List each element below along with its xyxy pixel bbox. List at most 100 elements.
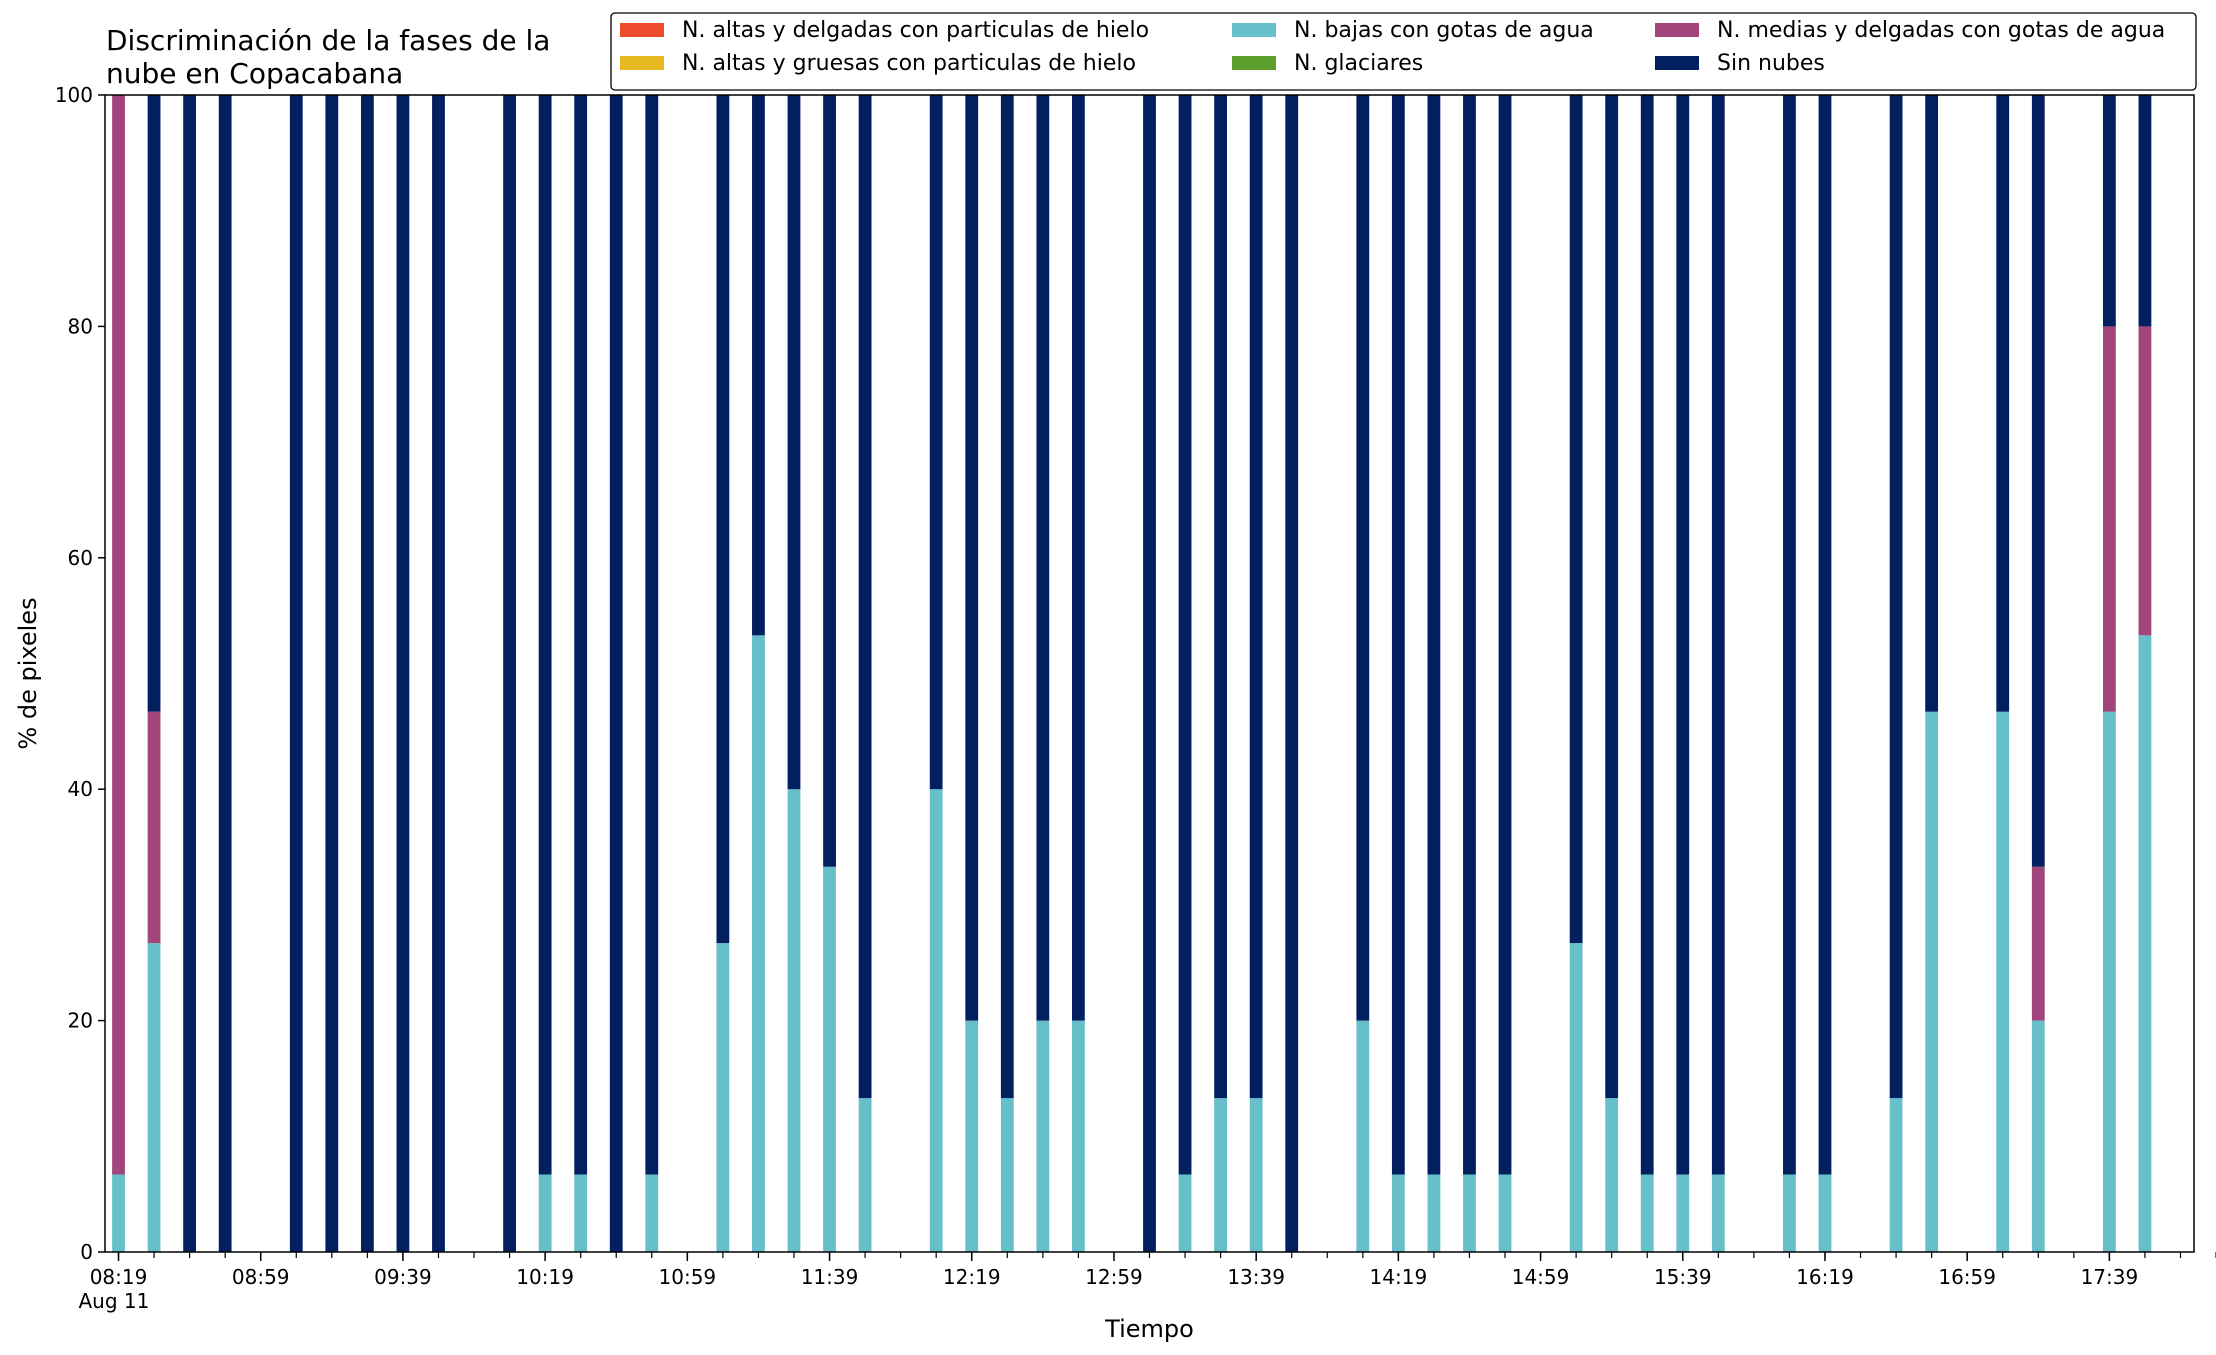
x-axis-label: Tiempo	[1104, 1315, 1194, 1343]
bar-segment-10-5	[538, 95, 552, 1175]
x-tick-label: 11:39	[801, 1265, 859, 1289]
y-tick-label: 0	[80, 1240, 93, 1264]
bars	[112, 95, 2152, 1252]
bar-segment-17-5	[823, 95, 836, 867]
y-tick-label: 20	[68, 1009, 93, 1033]
bar-segment-20-5	[965, 95, 979, 1021]
bar-segment-1-4	[147, 711, 161, 944]
chart-title-line-2: nube en Copacabana	[106, 57, 403, 90]
legend-swatch	[620, 56, 664, 70]
bar-segment-9-5	[503, 95, 516, 1252]
legend-swatch	[1655, 23, 1699, 37]
y-tick-label: 100	[55, 83, 93, 107]
bar-segment-6-5	[360, 95, 374, 1252]
bar-segment-30-2	[1391, 1174, 1405, 1252]
bar-segment-34-2	[1569, 943, 1583, 1252]
x-tick-label: 10:19	[516, 1265, 574, 1289]
x-tick-label: 14:19	[1370, 1265, 1428, 1289]
bar-segment-32-2	[1463, 1174, 1476, 1252]
bar-segment-44-5	[2031, 95, 2045, 867]
bar-segment-35-5	[1605, 95, 1619, 1099]
x-tick-label: 15:39	[1654, 1265, 1712, 1289]
bar-segment-40-2	[1818, 1174, 1832, 1252]
bar-segment-31-5	[1427, 95, 1441, 1175]
bar-segment-1-2	[147, 943, 161, 1252]
legend-box	[610, 12, 2197, 91]
bar-segment-7-5	[396, 95, 410, 1252]
x-tick-label: 08:59	[232, 1265, 290, 1289]
bar-segment-1-5	[147, 95, 161, 712]
bar-segment-46-5	[2138, 95, 2152, 327]
bar-segment-11-5	[574, 95, 588, 1175]
bar-segment-13-2	[645, 1174, 659, 1252]
bar-segment-41-5	[1889, 95, 1903, 1099]
bar-segment-29-5	[1356, 95, 1370, 1021]
bar-segment-46-4	[2138, 326, 2152, 636]
legend-label: N. medias y delgadas con gotas de agua	[1717, 18, 2165, 43]
bar-segment-0-2	[112, 1174, 125, 1252]
bar-segment-16-2	[787, 789, 801, 1252]
bar-segment-10-2	[538, 1174, 552, 1252]
bar-segment-38-5	[1711, 95, 1725, 1175]
x-tick-label: 16:19	[1796, 1265, 1854, 1289]
x-tick-label: 17:39	[2081, 1265, 2139, 1289]
bar-segment-43-5	[1996, 95, 2010, 712]
bar-segment-39-5	[1783, 95, 1796, 1175]
bar-segment-14-2	[716, 943, 730, 1252]
legend-label: N. altas y gruesas con particulas de hie…	[682, 51, 1136, 76]
bar-segment-34-5	[1569, 95, 1583, 944]
bar-segment-26-5	[1214, 95, 1227, 1099]
bar-segment-24-5	[1143, 95, 1156, 1252]
x-tick-label: 09:39	[374, 1265, 432, 1289]
bar-segment-15-5	[752, 95, 765, 636]
bar-segment-27-2	[1249, 1098, 1263, 1252]
bar-segment-36-5	[1640, 95, 1654, 1175]
y-tick-label: 60	[68, 546, 93, 570]
bar-segment-45-2	[2102, 711, 2116, 1252]
bar-segment-23-2	[1072, 1020, 1085, 1252]
bar-segment-38-2	[1711, 1174, 1725, 1252]
legend-label: N. altas y delgadas con particulas de hi…	[682, 18, 1149, 43]
bar-segment-18-5	[858, 95, 872, 1099]
y-axis-label: % de pixeles	[14, 597, 42, 749]
x-tick-label: 08:19	[90, 1265, 148, 1289]
bar-segment-45-5	[2102, 95, 2116, 327]
bar-segment-13-5	[645, 95, 659, 1175]
bar-segment-19-5	[929, 95, 943, 790]
bar-segment-44-2	[2031, 1020, 2045, 1252]
bar-segment-12-5	[609, 95, 623, 1252]
bar-segment-0-4	[112, 95, 125, 1175]
bar-segment-35-2	[1605, 1098, 1619, 1252]
bar-segment-42-2	[1925, 711, 1939, 1252]
bar-segment-8-5	[432, 95, 445, 1252]
legend-label: N. bajas con gotas de agua	[1294, 18, 1594, 43]
y-axis: 0 20 40 60 80 100	[55, 83, 105, 1264]
bar-segment-22-5	[1036, 95, 1050, 1021]
bar-segment-32-5	[1463, 95, 1476, 1175]
bar-segment-25-5	[1178, 95, 1192, 1175]
x-tick-label: 12:59	[1085, 1265, 1143, 1289]
y-tick-label: 40	[68, 777, 93, 801]
x-tick-label: 13:39	[1227, 1265, 1285, 1289]
bar-segment-3-5	[218, 95, 232, 1252]
bar-segment-26-2	[1214, 1098, 1227, 1252]
bar-segment-21-5	[1000, 95, 1014, 1099]
bar-segment-37-5	[1676, 95, 1690, 1175]
legend-swatch	[1655, 56, 1699, 70]
bar-segment-2-5	[183, 95, 197, 1252]
chart-title-line-1: Discriminación de la fases de la	[106, 24, 550, 57]
bar-segment-31-2	[1427, 1174, 1441, 1252]
bar-segment-28-5	[1285, 95, 1299, 1252]
legend-label: Sin nubes	[1717, 51, 1825, 76]
bar-segment-33-5	[1498, 95, 1512, 1175]
bar-segment-33-2	[1498, 1174, 1512, 1252]
legend-swatch	[1232, 23, 1276, 37]
bar-segment-45-4	[2102, 326, 2116, 712]
bar-segment-21-2	[1000, 1098, 1014, 1252]
bar-segment-39-2	[1783, 1174, 1796, 1252]
bar-segment-4-5	[289, 95, 303, 1252]
legend-swatch	[620, 23, 664, 37]
bar-segment-18-2	[858, 1098, 872, 1252]
x-tick-label: 12:19	[943, 1265, 1001, 1289]
